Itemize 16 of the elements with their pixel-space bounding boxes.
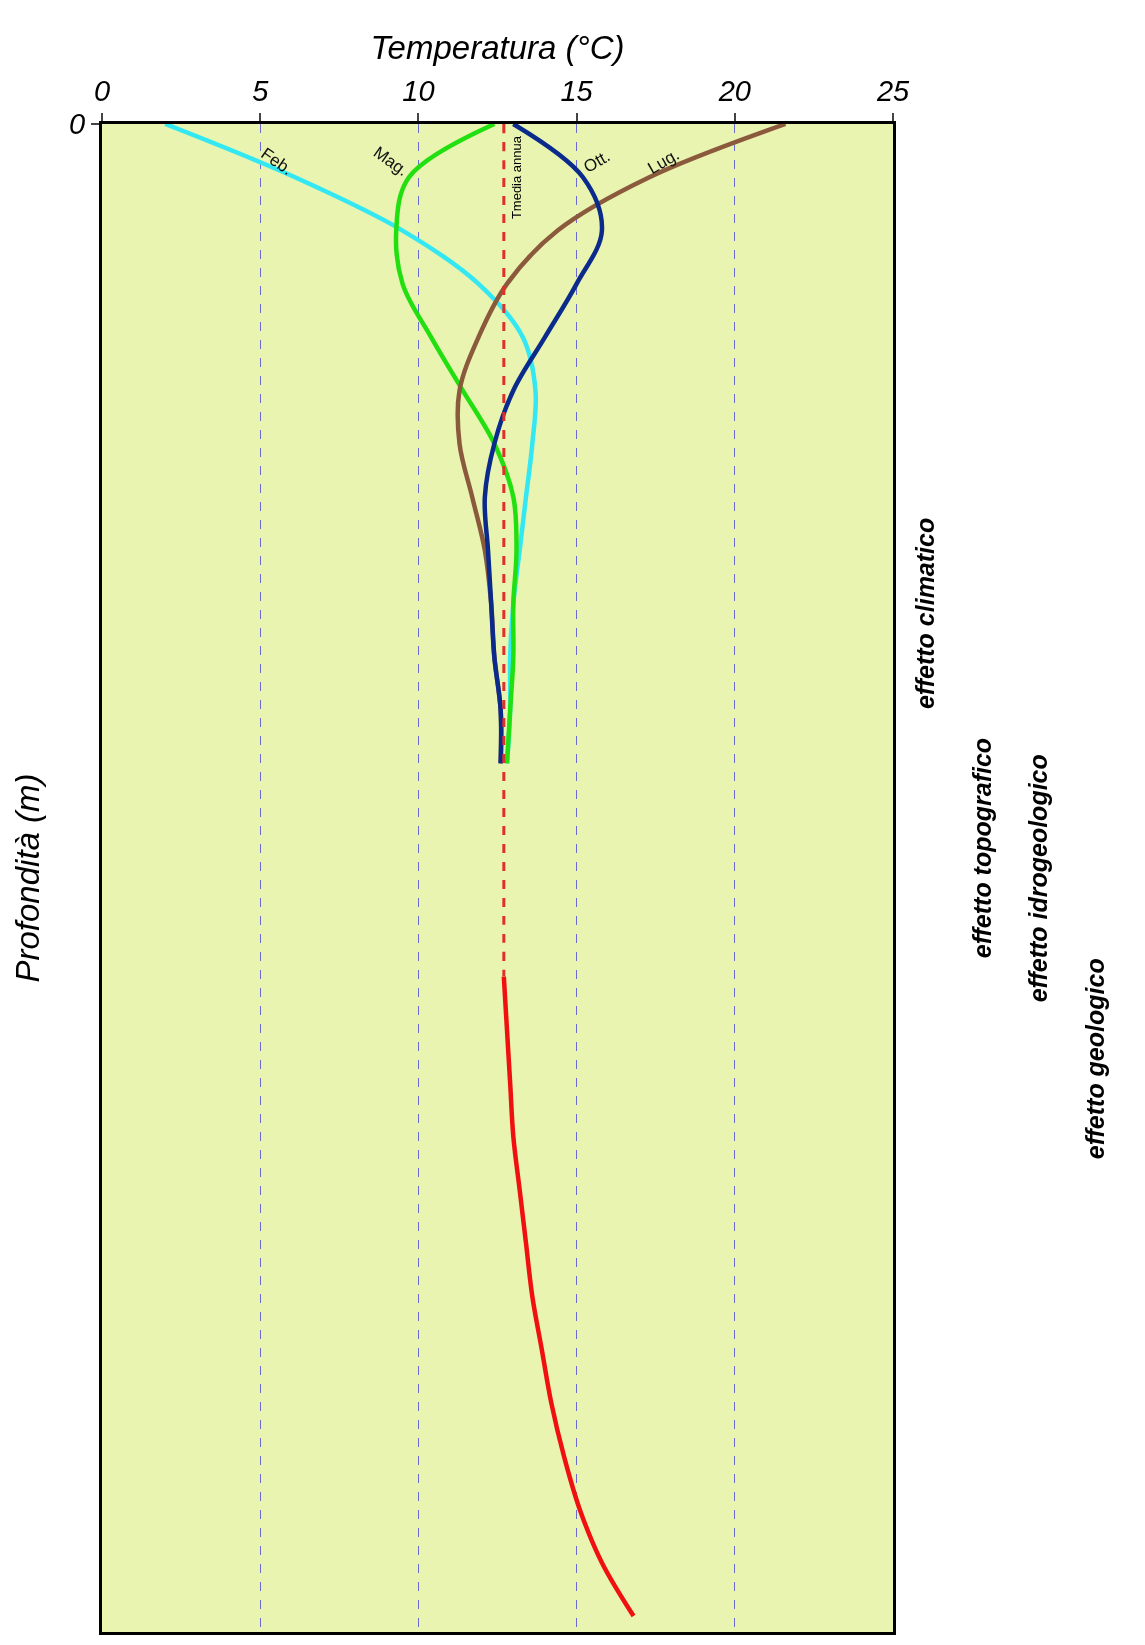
text: Feb.	[257, 143, 297, 180]
x-axis-title: Temperatura (°C)	[370, 29, 625, 67]
x-tick-label: 15	[560, 75, 594, 108]
x-tick-label: 0	[93, 75, 111, 108]
text: effetto topografico	[967, 737, 996, 959]
x-tick-label: 10	[402, 75, 435, 108]
text: effetto idrogeologico	[1024, 754, 1053, 1003]
text: Lug.	[644, 144, 683, 178]
x-tick-label: 20	[717, 75, 751, 108]
x-tick-label: 5	[252, 75, 270, 108]
text: effetto geologico	[1081, 958, 1110, 1160]
text: Tmedia annua	[508, 135, 524, 220]
text: effetto climatico	[910, 517, 939, 710]
x-tick-label: 25	[875, 75, 910, 108]
y-axis-title: Profondità (m)	[9, 773, 47, 983]
text: Ott.	[580, 146, 614, 177]
